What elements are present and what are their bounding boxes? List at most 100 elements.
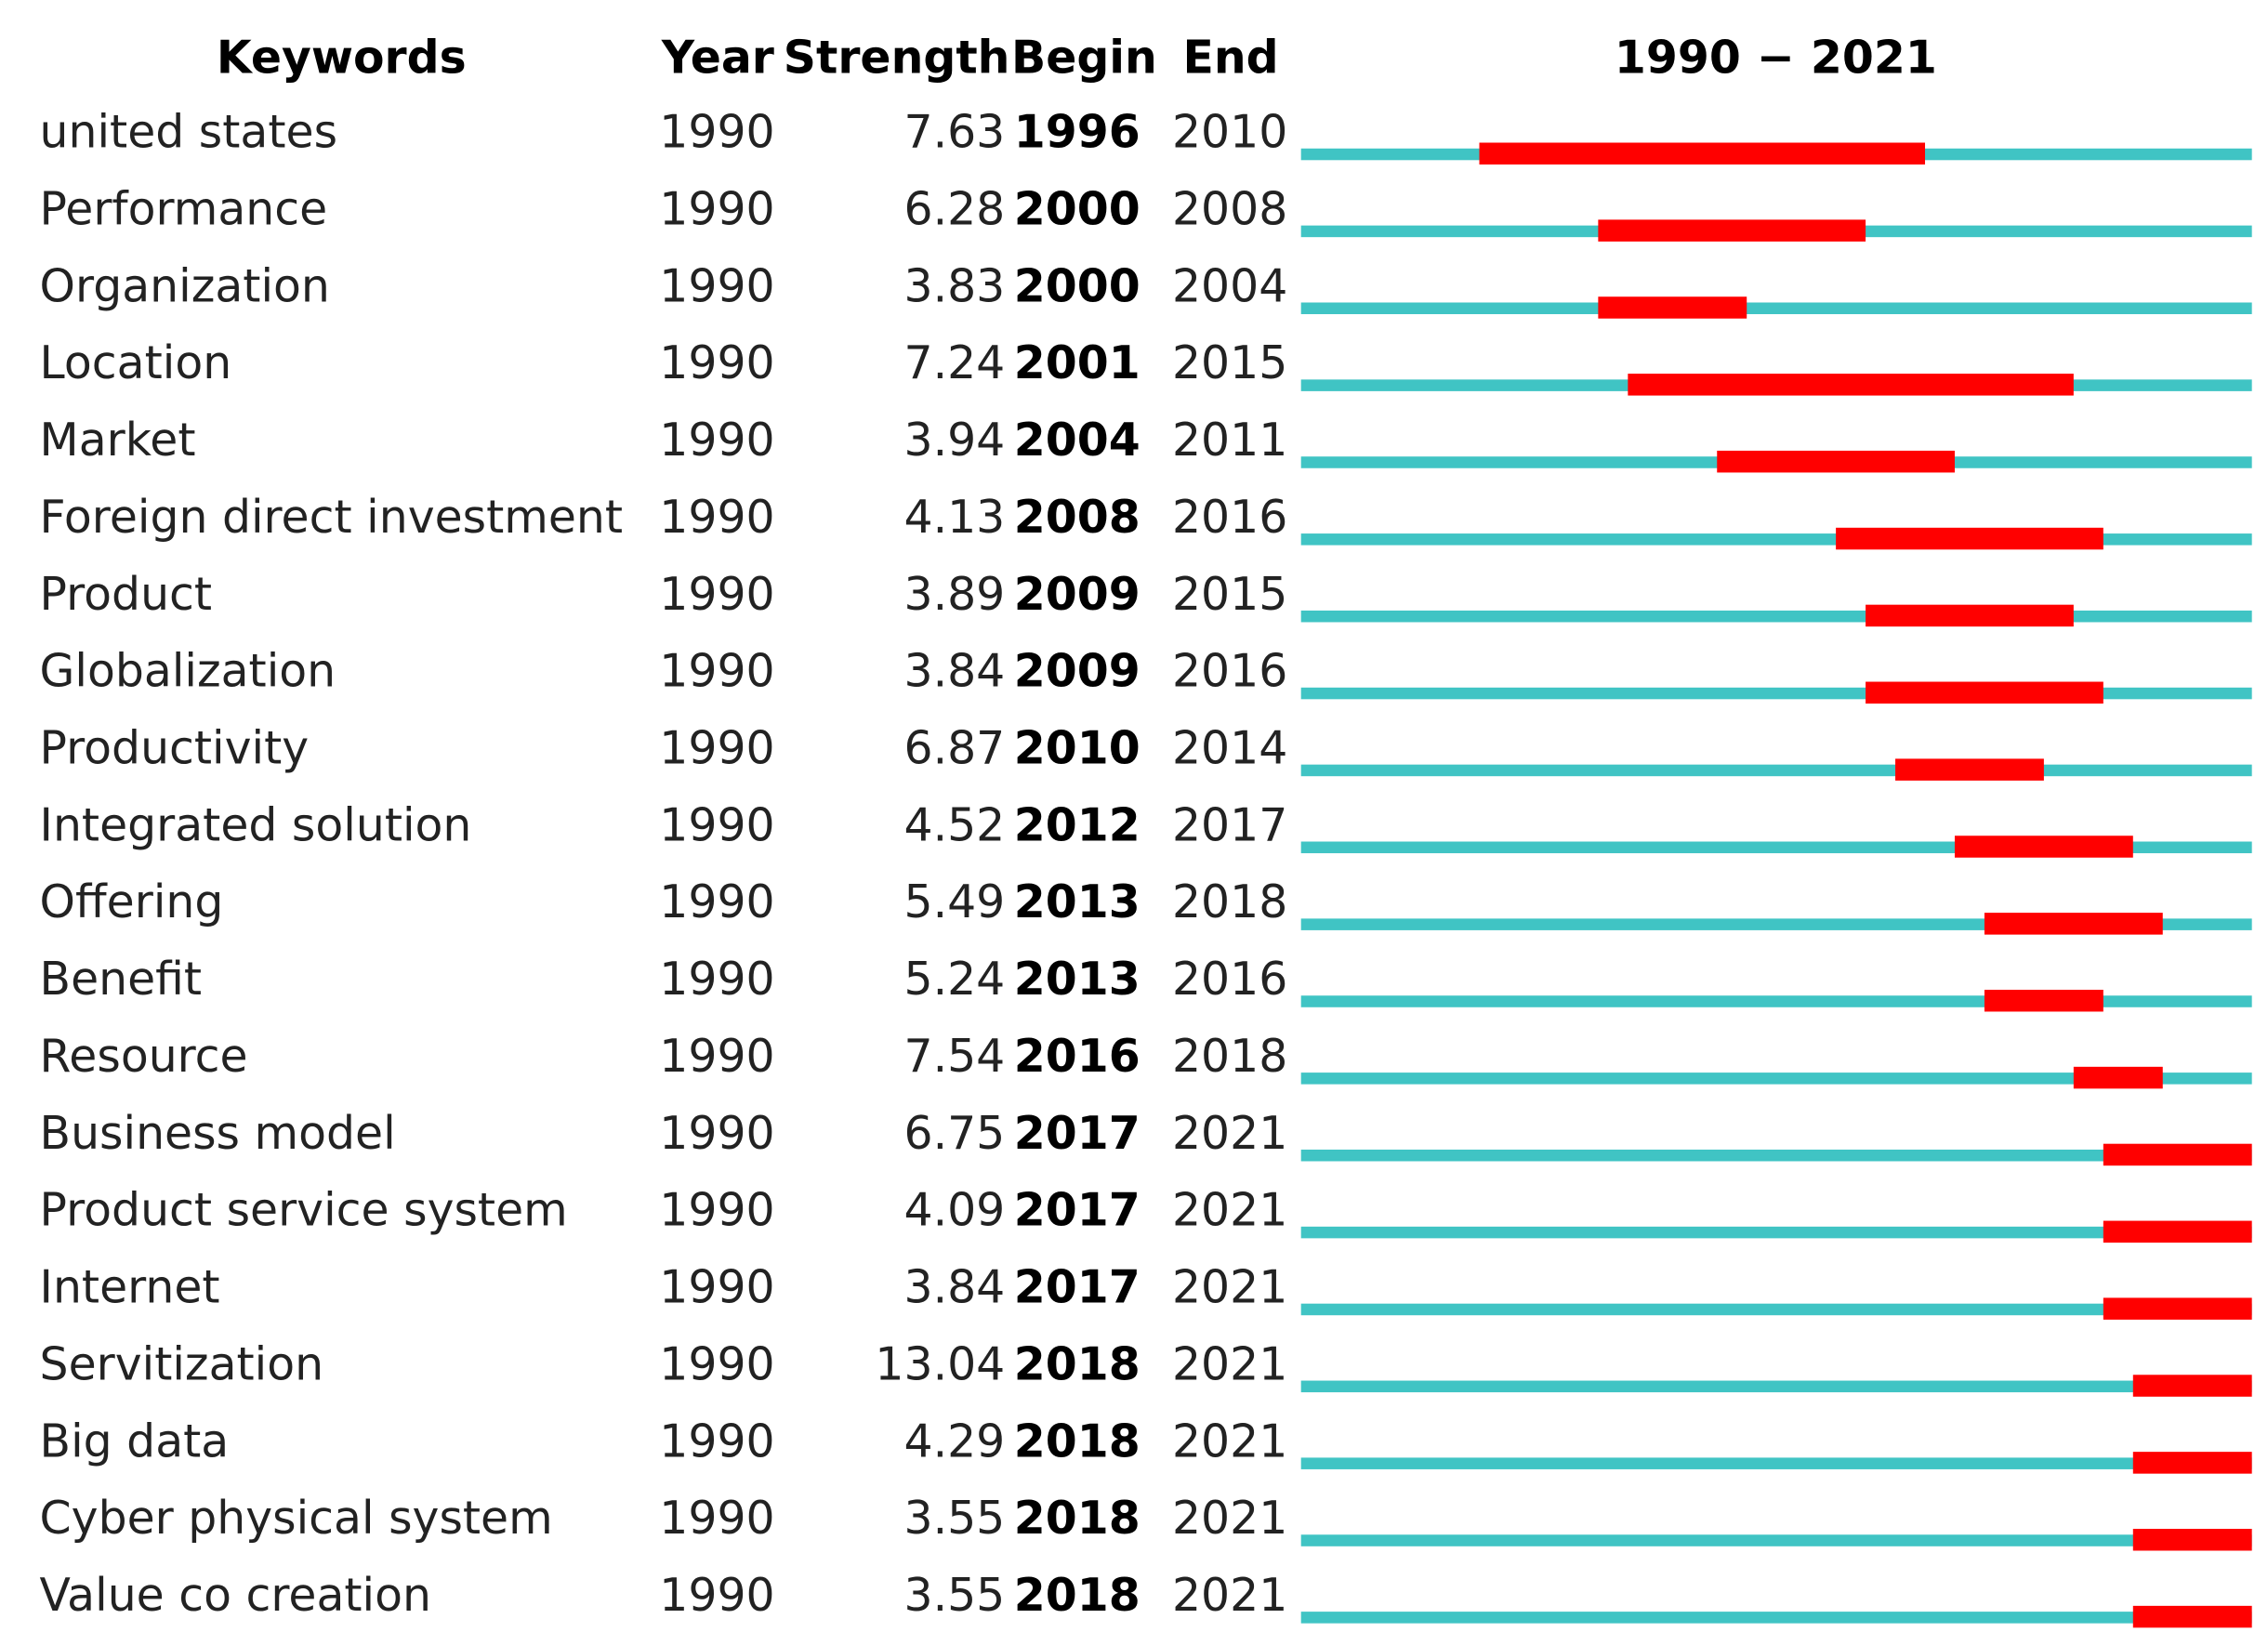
timeline-bar: [1300, 1226, 2252, 1239]
timeline-bar: [1300, 1612, 2252, 1624]
burst-bar: [1598, 219, 1866, 242]
strength: 3.84: [903, 646, 1005, 698]
burst-bar: [2103, 1220, 2252, 1244]
end: 2016: [1172, 646, 1287, 698]
burst-bar: [2132, 1375, 2252, 1397]
end: 2021: [1172, 1339, 1287, 1391]
burst-bar: [2073, 1066, 2163, 1089]
strength: 6.75: [903, 1108, 1005, 1160]
year: 1990: [659, 107, 774, 159]
burst-bar: [1717, 450, 1955, 473]
end: 2016: [1172, 954, 1287, 1006]
strength: 3.94: [903, 415, 1005, 467]
begin: 2000: [1014, 260, 1141, 312]
keyword: Resource: [40, 1031, 248, 1083]
timeline-bar: [1300, 1457, 2252, 1469]
year: 1990: [659, 800, 774, 852]
burst-bar: [1836, 527, 2103, 550]
year: 1990: [659, 260, 774, 312]
keyword: Value co creation: [40, 1570, 431, 1622]
burst-bar: [2132, 1529, 2252, 1551]
keyword: Productivity: [40, 723, 310, 775]
begin: 2009: [1014, 646, 1141, 698]
begin: 2012: [1014, 800, 1141, 852]
year: 1990: [659, 415, 774, 467]
keyword: united states: [40, 107, 337, 159]
end: 2015: [1172, 569, 1287, 621]
strength: 4.09: [903, 1185, 1005, 1237]
header: Year: [661, 33, 774, 85]
keyword: Internet: [40, 1262, 220, 1314]
year: 1990: [659, 337, 774, 389]
end: 2015: [1172, 337, 1287, 389]
begin: 1996: [1014, 107, 1141, 159]
year: 1990: [659, 1108, 774, 1160]
begin: 2001: [1014, 337, 1141, 389]
timeline-bar: [1300, 1073, 2252, 1085]
keyword: Benefit: [40, 954, 203, 1006]
header: Begin: [1011, 33, 1157, 85]
end: 2016: [1172, 492, 1287, 544]
begin: 2018: [1014, 1493, 1141, 1545]
end: 2021: [1172, 1493, 1287, 1545]
year: 1990: [659, 1570, 774, 1622]
begin: 2009: [1014, 569, 1141, 621]
timeline-bar: [1300, 995, 2252, 1007]
year: 1990: [659, 876, 774, 928]
timeline-bar: [1300, 302, 2252, 315]
strength: 3.55: [903, 1570, 1005, 1622]
end: 2010: [1172, 107, 1287, 159]
strength: 5.49: [903, 876, 1005, 928]
strength: 3.84: [903, 1262, 1005, 1314]
begin: 2018: [1014, 1415, 1141, 1467]
header: End: [1182, 33, 1278, 85]
keyword: Location: [40, 337, 232, 389]
end: 2017: [1172, 800, 1287, 852]
burst-bar: [1598, 296, 1747, 319]
end: 2008: [1172, 184, 1287, 236]
end: 2021: [1172, 1415, 1287, 1467]
burst-bar: [1866, 604, 2074, 627]
end: 2021: [1172, 1108, 1287, 1160]
keyword: Cyber physical system: [40, 1493, 553, 1545]
year: 1990: [659, 1031, 774, 1083]
year: 1990: [659, 1185, 774, 1237]
burst-bar: [1984, 989, 2103, 1012]
burst-bar: [2103, 1297, 2252, 1320]
end: 2021: [1172, 1185, 1287, 1237]
strength: 7.63: [903, 107, 1005, 159]
burst-bar: [1895, 758, 2044, 781]
end: 2004: [1172, 260, 1287, 312]
timeline-bar: [1300, 1380, 2252, 1393]
timeline-bar: [1300, 764, 2252, 777]
begin: 2013: [1014, 954, 1141, 1006]
strength: 7.24: [903, 337, 1005, 389]
year: 1990: [659, 1493, 774, 1545]
keyword: Product service system: [40, 1185, 568, 1237]
year: 1990: [659, 1415, 774, 1467]
timeline-bar: [1300, 610, 2252, 623]
end: 2018: [1172, 1031, 1287, 1083]
year: 1990: [659, 184, 774, 236]
begin: 2016: [1014, 1031, 1141, 1083]
keyword: Foreign direct investment: [40, 492, 623, 544]
year: 1990: [659, 492, 774, 544]
burst-bar: [1984, 913, 2163, 935]
strength: 4.52: [903, 800, 1005, 852]
keyword: Offering: [40, 876, 224, 928]
burst-bar: [1866, 681, 2103, 704]
strength: 13.04: [875, 1339, 1005, 1391]
end: 2021: [1172, 1262, 1287, 1314]
burst-bar: [2103, 1143, 2252, 1166]
end: 2018: [1172, 876, 1287, 928]
timeline-bar: [1300, 687, 2252, 700]
year: 1990: [659, 723, 774, 775]
begin: 2000: [1014, 184, 1141, 236]
strength: 3.83: [903, 260, 1005, 312]
timeline-bar: [1300, 1149, 2252, 1162]
keyword: Product: [40, 569, 213, 621]
begin: 2008: [1014, 492, 1141, 544]
keyword: Globalization: [40, 646, 336, 698]
